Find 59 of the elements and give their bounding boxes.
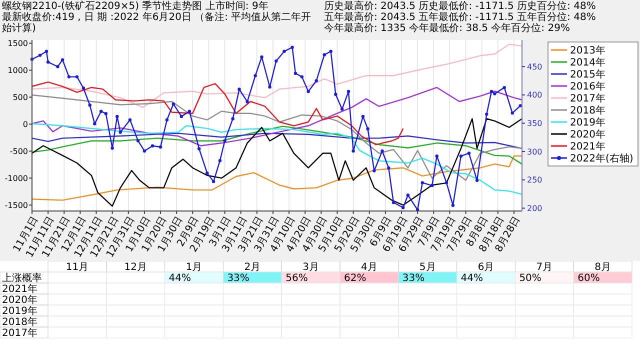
y2-tick-label: 450 bbox=[527, 62, 542, 72]
legend-label: 2014年 bbox=[570, 56, 606, 68]
y-tick-label: -1000 bbox=[4, 174, 28, 183]
line-series bbox=[31, 86, 523, 146]
y2-tick-label: 300 bbox=[527, 147, 542, 156]
legend-label: 2021年 bbox=[570, 140, 606, 152]
y-tick-label: -500 bbox=[10, 146, 28, 156]
x-tick-label: 2月 bbox=[244, 262, 261, 273]
y-tick-label: -1500 bbox=[4, 200, 28, 210]
chart-title: 螺纹钢2210-(铁矿石2209×5) 季节性走势图 上市时间: 9年 bbox=[2, 1, 268, 12]
text: 五年最高价: 2043.5 五年最低价: -1171.5 五年百分位: 48% bbox=[324, 12, 597, 23]
x-tick-label: 7月 bbox=[536, 262, 553, 273]
data-label: 50% bbox=[519, 273, 542, 284]
y-tick-label: 2021年 bbox=[2, 283, 38, 295]
y-tick-label: 500 bbox=[12, 92, 28, 102]
y2-tick-label: 350 bbox=[527, 119, 542, 128]
data-label: 33% bbox=[227, 273, 250, 284]
data-label: 44% bbox=[460, 273, 484, 284]
x-tick-label: 11月 bbox=[66, 262, 89, 273]
y-tick-label: 2019年 bbox=[2, 305, 38, 317]
y-tick-label: 2018年 bbox=[2, 316, 38, 328]
x-tick-label: 4月 bbox=[361, 262, 378, 273]
legend-label: 2020年 bbox=[570, 128, 606, 140]
line-series bbox=[31, 123, 523, 195]
x-tick-label: 12月 bbox=[124, 262, 147, 273]
legend-label: 2013年 bbox=[570, 44, 606, 56]
data-label: 33% bbox=[402, 273, 425, 284]
data-label: 62% bbox=[344, 273, 366, 284]
line-series bbox=[31, 155, 523, 201]
x-tick-label: 6月 bbox=[478, 262, 494, 273]
x-tick-label: 3月 bbox=[302, 262, 319, 273]
y-tick-label: 1000 bbox=[8, 66, 28, 76]
chart-subtitle: 最新收盘价:419 , 日 期 :2022 年6月20日 （备注: 平均值从第二年开始计算) bbox=[2, 12, 312, 34]
text: 今年最高价: 1335 今年最低价: 38.5 今年百分位: 29% bbox=[324, 23, 571, 34]
y2-tick-label: 250 bbox=[527, 176, 542, 185]
legend-label: 2019年 bbox=[570, 116, 606, 128]
line-series bbox=[31, 126, 523, 165]
data-label: 56% bbox=[286, 273, 308, 284]
legend-label: 2015年 bbox=[570, 68, 606, 80]
data-label: 44% bbox=[168, 273, 192, 284]
text: 历史最高价: 2043.5 历史最低价: -1171.5 历史百分位: 48% bbox=[324, 1, 597, 12]
x-tick-label: 8月 bbox=[594, 262, 611, 273]
line-series bbox=[31, 44, 523, 108]
line-series bbox=[31, 81, 404, 146]
line-series bbox=[31, 94, 523, 181]
legend-label: 2022年(右轴) bbox=[570, 152, 634, 164]
y-tick-label: 2020年 bbox=[2, 294, 38, 306]
x-tick-label: 1月 bbox=[186, 262, 202, 273]
y-tick-label: 2017年 bbox=[2, 327, 38, 339]
y2-tick-label: 400 bbox=[527, 90, 542, 100]
y-tick-label: 1500 bbox=[8, 39, 28, 48]
legend-label: 2016年 bbox=[570, 80, 606, 92]
x-tick-label: 5月 bbox=[419, 262, 436, 273]
legend-label: 2017年 bbox=[570, 92, 606, 104]
y2-tick-label: 200 bbox=[527, 204, 542, 213]
data-label: 60% bbox=[578, 273, 600, 284]
y-tick-label: 上涨概率 bbox=[2, 272, 42, 284]
y-tick-label: 0 bbox=[22, 120, 28, 129]
legend-label: 2018年 bbox=[570, 104, 606, 116]
